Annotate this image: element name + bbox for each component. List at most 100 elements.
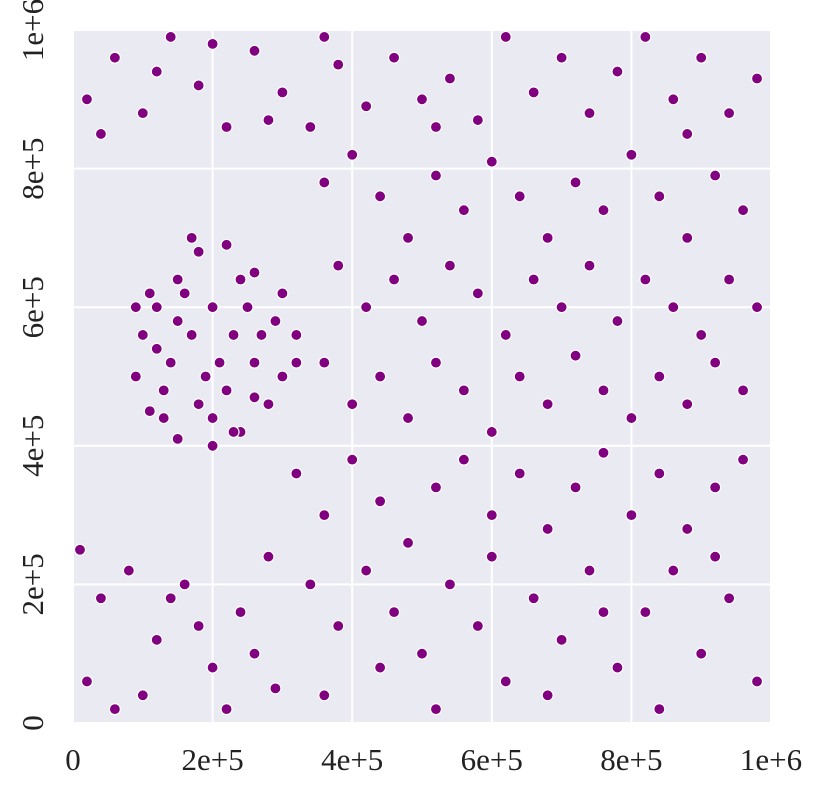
point <box>597 446 610 459</box>
point <box>750 675 764 688</box>
point <box>290 356 303 369</box>
point <box>129 370 142 383</box>
point <box>262 113 275 127</box>
point <box>429 169 443 182</box>
point <box>750 301 764 314</box>
point <box>471 287 484 300</box>
point <box>80 675 94 688</box>
point <box>653 370 666 383</box>
point <box>429 356 443 369</box>
point <box>639 606 652 619</box>
point <box>415 647 429 660</box>
point <box>555 51 568 64</box>
point <box>178 287 191 300</box>
grid <box>72 29 772 724</box>
point <box>555 633 568 646</box>
point <box>736 384 750 397</box>
point <box>541 231 554 244</box>
point <box>611 65 624 78</box>
point <box>541 522 554 536</box>
point <box>269 314 282 328</box>
point <box>178 578 191 591</box>
point <box>485 550 498 563</box>
point <box>723 273 736 286</box>
point <box>192 79 205 92</box>
point <box>457 453 470 466</box>
point <box>276 86 289 99</box>
point <box>415 314 429 328</box>
point <box>234 606 247 619</box>
point <box>653 467 666 480</box>
point <box>723 107 736 120</box>
point <box>206 411 219 425</box>
point <box>443 578 457 591</box>
point <box>262 398 275 411</box>
y-tick-label: 0 <box>15 715 50 731</box>
point <box>443 259 457 272</box>
point <box>401 231 415 244</box>
plot-area <box>73 30 771 723</box>
point <box>206 661 219 674</box>
point <box>597 204 610 217</box>
point <box>269 682 282 695</box>
point <box>513 370 526 383</box>
point <box>318 508 331 522</box>
point <box>192 245 205 258</box>
point <box>374 370 387 383</box>
point <box>499 328 512 342</box>
point <box>611 314 624 328</box>
point <box>150 633 163 646</box>
point <box>164 30 177 44</box>
point <box>73 543 87 556</box>
point <box>164 592 177 605</box>
point <box>150 342 163 355</box>
point <box>143 405 156 418</box>
y-tick-label: 2e+5 <box>15 553 50 615</box>
point <box>108 703 121 716</box>
point <box>597 606 610 619</box>
point <box>213 356 226 369</box>
point <box>276 370 289 383</box>
point <box>206 301 219 314</box>
point <box>667 93 680 106</box>
point <box>227 328 240 342</box>
point <box>318 176 331 189</box>
point <box>429 481 443 494</box>
point <box>360 301 373 314</box>
point <box>695 647 708 660</box>
x-tick-label: 6e+5 <box>461 742 523 777</box>
point <box>611 661 624 674</box>
point <box>360 100 373 113</box>
point <box>471 619 484 633</box>
x-tick-label: 4e+5 <box>321 742 383 777</box>
point <box>736 453 750 466</box>
point <box>569 481 582 494</box>
point <box>387 51 401 64</box>
tick-labels: 0 2e+5 4e+5 6e+5 8e+5 1e+6 0 2e+5 4e+5 6e+5 8e+5 1e… <box>15 0 802 777</box>
point <box>220 703 233 716</box>
point <box>108 51 121 64</box>
y-tick-label: 1e+6 <box>15 0 50 61</box>
point <box>457 384 470 397</box>
point <box>429 703 443 716</box>
y-tick-label: 8e+5 <box>15 137 50 199</box>
point <box>555 301 568 314</box>
point <box>346 453 359 466</box>
point <box>709 550 722 563</box>
x-tick-label: 0 <box>65 742 81 777</box>
point <box>171 432 184 445</box>
point <box>387 606 401 619</box>
point <box>527 273 540 286</box>
point <box>220 238 233 251</box>
point <box>541 398 554 411</box>
point <box>262 550 275 563</box>
point <box>639 30 652 44</box>
point <box>94 592 108 605</box>
point <box>625 508 638 522</box>
point <box>527 592 540 605</box>
point <box>185 231 198 244</box>
point <box>94 127 108 141</box>
point <box>129 301 142 314</box>
point <box>415 93 429 106</box>
